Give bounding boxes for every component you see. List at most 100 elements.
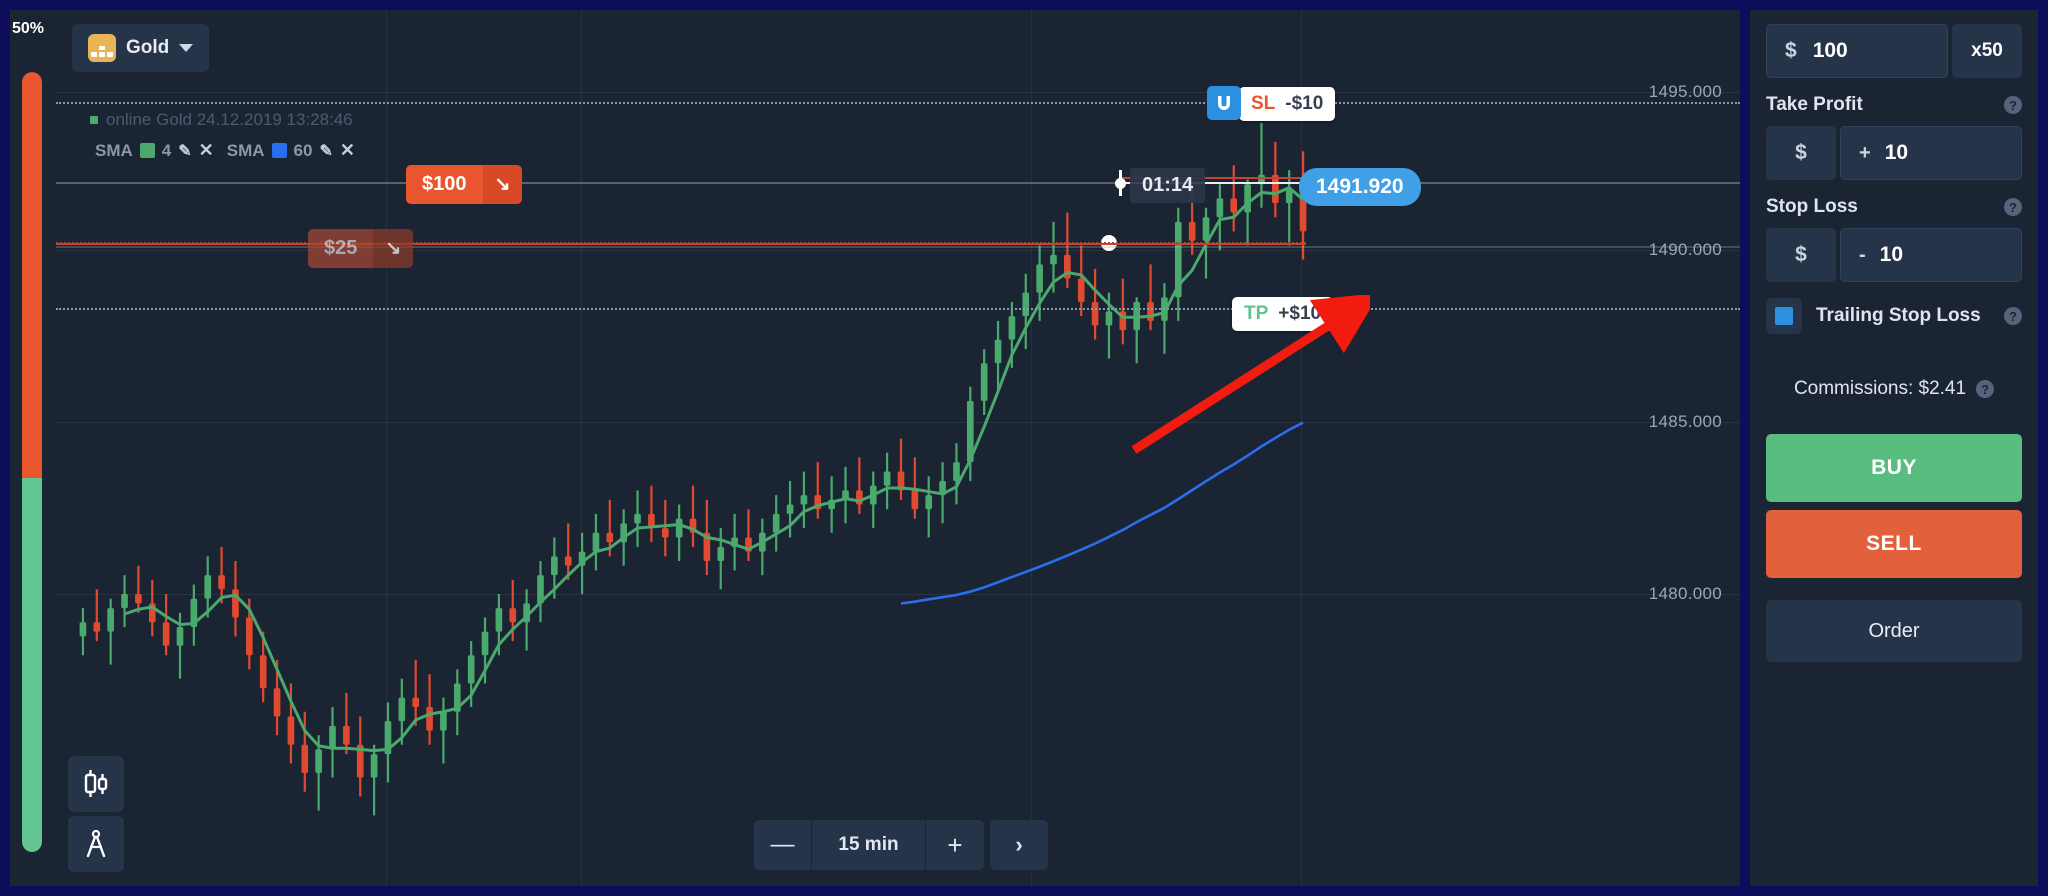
profit-badge-100[interactable]: $100 ↘: [406, 165, 523, 204]
stop-loss-row: $ - 10: [1766, 228, 2022, 282]
amount-row: $ 100 x50: [1766, 24, 2022, 78]
chevron-down-icon[interactable]: [179, 44, 194, 52]
indicator-0-period: 4: [161, 140, 172, 160]
stop-loss-currency-button[interactable]: $: [1766, 228, 1836, 282]
profit-badge-25-arrow: ↘: [373, 229, 414, 268]
gridline: [56, 594, 1740, 595]
take-profit-currency: $: [1795, 141, 1807, 164]
y-axis-label: 1480.000: [1648, 584, 1722, 603]
profit-badge-25-amount: $25: [308, 229, 374, 268]
legend-dot-icon: [90, 116, 98, 124]
trailing-stop-loss-label: Trailing Stop Loss: [1816, 305, 1981, 326]
gridline: [1031, 10, 1032, 886]
take-profit-chip[interactable]: TP +$10: [1232, 297, 1334, 331]
gold-bars-icon: [88, 34, 116, 62]
commissions-help-icon[interactable]: ?: [1976, 380, 1995, 398]
sentiment-sell-portion: [22, 72, 42, 478]
y-axis-label: 1485.000: [1648, 412, 1722, 431]
trailing-stop-loss-help-icon[interactable]: ?: [2004, 307, 2022, 325]
profit-badge-100-arrow: ↘: [482, 165, 523, 204]
drawing-tools-compass-icon[interactable]: [68, 816, 124, 872]
indicator-1-color-swatch: [271, 143, 287, 158]
indicator-1-close-icon[interactable]: ✕: [339, 140, 355, 160]
gridline: [56, 250, 1740, 251]
magnet-icon[interactable]: [1207, 86, 1241, 120]
take-profit-tag: TP: [1244, 303, 1269, 324]
buy-button[interactable]: BUY: [1766, 434, 2022, 502]
indicator-0-name: SMA: [95, 140, 133, 160]
indicator-0-color-swatch: [139, 143, 155, 158]
sentiment-buy-portion: [22, 477, 42, 852]
timeframe-value[interactable]: 15 min: [812, 820, 926, 870]
current-price-line: [1120, 182, 1306, 184]
asset-name: Gold: [126, 37, 170, 58]
indicator-legend: SMA 4 ✎ ✕ SMA 60 ✎ ✕: [95, 140, 355, 161]
chart-plot[interactable]: 01:14 1491.920 SL -$10 TP +$10 $100 ↘: [56, 10, 1740, 886]
indicator-1-name: SMA: [226, 140, 265, 160]
trailing-stop-loss-checkbox[interactable]: [1766, 298, 1802, 334]
amount-currency: $: [1785, 39, 1797, 62]
amount-input[interactable]: $ 100: [1766, 24, 1948, 78]
timeframe-next-button[interactable]: ›: [990, 820, 1048, 870]
current-price-pill[interactable]: 1491.920: [1299, 168, 1421, 206]
profit-badge-25[interactable]: $25 ↘: [308, 229, 414, 268]
gridline: [581, 10, 582, 886]
chart-legend-title: online Gold 24.12.2019 13:28:46: [90, 110, 353, 130]
stop-loss-help-icon[interactable]: ?: [2004, 198, 2022, 216]
chart-area: 01:14 1491.920 SL -$10 TP +$10 $100 ↘: [10, 10, 1740, 886]
trade-panel: $ 100 x50 Take Profit ? $ + 10 Stop Loss…: [1750, 10, 2038, 886]
commissions-text: Commissions: $2.41: [1793, 378, 1967, 399]
entry-price-line[interactable]: [56, 243, 1306, 245]
chart-type-candles-icon[interactable]: [68, 756, 124, 812]
timeframe-group: — 15 min +: [754, 820, 984, 870]
gridline: [386, 10, 387, 886]
market-sentiment-bar: [22, 72, 42, 852]
stop-loss-sign: -: [1859, 243, 1866, 266]
take-profit-line[interactable]: [56, 308, 1740, 310]
stop-loss-input[interactable]: - 10: [1840, 228, 2022, 282]
take-profit-value: 10: [1884, 141, 1909, 164]
timeframe-controls: — 15 min + ›: [754, 820, 1048, 870]
sl-extension-line: [1120, 177, 1306, 179]
current-price-marker: [1114, 170, 1128, 196]
take-profit-input[interactable]: + 10: [1840, 126, 2022, 180]
stop-loss-label-row: Stop Loss ?: [1766, 196, 2022, 218]
take-profit-label-row: Take Profit ?: [1766, 94, 2022, 116]
stop-loss-value: 10: [1879, 243, 1904, 266]
stop-loss-line[interactable]: [56, 102, 1740, 104]
leverage-button[interactable]: x50: [1952, 24, 2022, 78]
candlestick-series: [79, 123, 1307, 816]
stop-loss-currency: $: [1795, 243, 1807, 266]
stop-loss-chip[interactable]: SL -$10: [1239, 87, 1336, 121]
indicator-0-close-icon[interactable]: ✕: [198, 140, 214, 160]
take-profit-help-icon[interactable]: ?: [2004, 96, 2022, 114]
take-profit-currency-button[interactable]: $: [1766, 126, 1836, 180]
indicator-1-pencil-icon[interactable]: ✎: [319, 142, 333, 160]
chart-tools: [68, 756, 124, 876]
gridline: [56, 422, 1740, 423]
y-axis-label: 1490.000: [1648, 240, 1722, 259]
trailing-stop-loss-row: Trailing Stop Loss ?: [1766, 298, 2022, 334]
price-level-line-100: [56, 182, 1740, 184]
stop-loss-value: -$10: [1285, 93, 1324, 114]
indicator-0-pencil-icon[interactable]: ✎: [178, 142, 192, 160]
take-profit-sign: +: [1859, 141, 1871, 164]
asset-selector[interactable]: Gold: [72, 24, 210, 72]
chart-legend-text: online Gold 24.12.2019 13:28:46: [106, 110, 353, 129]
profit-badge-100-amount: $100: [406, 165, 483, 204]
order-button[interactable]: Order: [1766, 600, 2022, 662]
amount-value: 100: [1812, 39, 1848, 62]
indicator-1-period: 60: [293, 140, 313, 160]
stop-loss-label: Stop Loss: [1766, 196, 1858, 217]
gridline: [56, 92, 1740, 93]
candle-countdown: 01:14: [1130, 168, 1206, 203]
sell-button[interactable]: SELL: [1766, 510, 2022, 578]
take-profit-row: $ + 10: [1766, 126, 2022, 180]
sentiment-percent-label: 50%: [12, 20, 45, 37]
price-level-line-25: [56, 246, 1740, 248]
take-profit-label: Take Profit: [1766, 94, 1863, 115]
timeframe-decrease-button[interactable]: —: [754, 820, 812, 870]
timeframe-increase-button[interactable]: +: [926, 820, 984, 870]
commissions-row: Commissions: $2.41 ?: [1766, 378, 2022, 400]
